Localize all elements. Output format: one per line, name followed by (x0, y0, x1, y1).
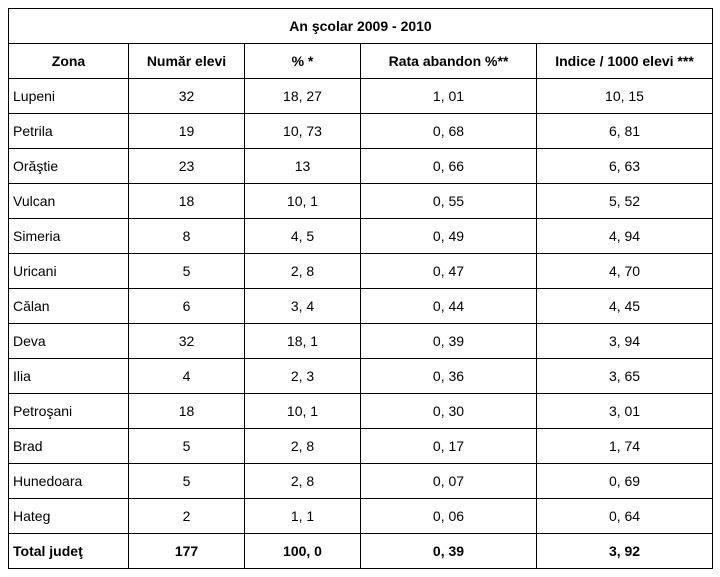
table-row: Călan63, 40, 444, 45 (9, 289, 713, 324)
cell-indice: 3, 65 (537, 359, 713, 394)
table-row: Orăştie23130, 666, 63 (9, 149, 713, 184)
cell-numar: 19 (129, 114, 245, 149)
cell-pct: 4, 5 (245, 219, 361, 254)
cell-indice: 0, 69 (537, 464, 713, 499)
cell-numar: 2 (129, 499, 245, 534)
cell-rata: 0, 17 (361, 429, 537, 464)
cell-indice: 3, 01 (537, 394, 713, 429)
cell-pct: 2, 8 (245, 464, 361, 499)
cell-rata: 0, 68 (361, 114, 537, 149)
cell-pct: 10, 73 (245, 114, 361, 149)
cell-pct: 13 (245, 149, 361, 184)
cell-numar: 32 (129, 79, 245, 114)
total-rata: 0, 39 (361, 534, 537, 569)
cell-indice: 0, 64 (537, 499, 713, 534)
table-row: Petrila1910, 730, 686, 81 (9, 114, 713, 149)
cell-pct: 2, 8 (245, 429, 361, 464)
cell-zona: Lupeni (9, 79, 129, 114)
cell-rata: 1, 01 (361, 79, 537, 114)
cell-rata: 0, 47 (361, 254, 537, 289)
table-row: Hunedoara52, 80, 070, 69 (9, 464, 713, 499)
cell-indice: 6, 63 (537, 149, 713, 184)
col-header-zona: Zona (9, 44, 129, 79)
cell-numar: 8 (129, 219, 245, 254)
cell-pct: 2, 3 (245, 359, 361, 394)
cell-indice: 1, 74 (537, 429, 713, 464)
table-row: Simeria84, 50, 494, 94 (9, 219, 713, 254)
school-year-table: An şcolar 2009 - 2010 Zona Număr elevi %… (8, 8, 713, 569)
cell-zona: Brad (9, 429, 129, 464)
cell-zona: Deva (9, 324, 129, 359)
table-row: Petroşani1810, 10, 303, 01 (9, 394, 713, 429)
cell-numar: 5 (129, 429, 245, 464)
cell-indice: 4, 70 (537, 254, 713, 289)
cell-rata: 0, 49 (361, 219, 537, 254)
cell-zona: Vulcan (9, 184, 129, 219)
cell-numar: 4 (129, 359, 245, 394)
cell-zona: Petroşani (9, 394, 129, 429)
table-row: Lupeni3218, 271, 0110, 15 (9, 79, 713, 114)
cell-pct: 10, 1 (245, 184, 361, 219)
cell-indice: 3, 94 (537, 324, 713, 359)
cell-pct: 1, 1 (245, 499, 361, 534)
cell-numar: 18 (129, 184, 245, 219)
cell-indice: 4, 45 (537, 289, 713, 324)
cell-pct: 3, 4 (245, 289, 361, 324)
cell-pct: 18, 1 (245, 324, 361, 359)
cell-numar: 32 (129, 324, 245, 359)
table-total-row: Total judeţ177100, 00, 393, 92 (9, 534, 713, 569)
cell-numar: 5 (129, 464, 245, 499)
table-row: Ilia42, 30, 363, 65 (9, 359, 713, 394)
cell-zona: Orăştie (9, 149, 129, 184)
cell-numar: 5 (129, 254, 245, 289)
cell-zona: Petrila (9, 114, 129, 149)
table-row: Brad52, 80, 171, 74 (9, 429, 713, 464)
cell-rata: 0, 39 (361, 324, 537, 359)
col-header-rata: Rata abandon %** (361, 44, 537, 79)
table-row: Vulcan1810, 10, 555, 52 (9, 184, 713, 219)
col-header-pct: % * (245, 44, 361, 79)
cell-indice: 4, 94 (537, 219, 713, 254)
cell-numar: 6 (129, 289, 245, 324)
cell-zona: Ilia (9, 359, 129, 394)
cell-indice: 5, 52 (537, 184, 713, 219)
table-row: Uricani52, 80, 474, 70 (9, 254, 713, 289)
cell-numar: 18 (129, 394, 245, 429)
cell-rata: 0, 30 (361, 394, 537, 429)
table-row: Hateg21, 10, 060, 64 (9, 499, 713, 534)
col-header-numar: Număr elevi (129, 44, 245, 79)
cell-pct: 10, 1 (245, 394, 361, 429)
cell-rata: 0, 06 (361, 499, 537, 534)
total-zona: Total judeţ (9, 534, 129, 569)
cell-rata: 0, 55 (361, 184, 537, 219)
total-pct: 100, 0 (245, 534, 361, 569)
cell-indice: 6, 81 (537, 114, 713, 149)
cell-pct: 2, 8 (245, 254, 361, 289)
table-title: An şcolar 2009 - 2010 (9, 9, 713, 44)
cell-zona: Hateg (9, 499, 129, 534)
cell-indice: 10, 15 (537, 79, 713, 114)
total-numar: 177 (129, 534, 245, 569)
cell-zona: Hunedoara (9, 464, 129, 499)
cell-zona: Uricani (9, 254, 129, 289)
cell-numar: 23 (129, 149, 245, 184)
total-indice: 3, 92 (537, 534, 713, 569)
cell-zona: Călan (9, 289, 129, 324)
cell-rata: 0, 66 (361, 149, 537, 184)
table-header-row: Zona Număr elevi % * Rata abandon %** In… (9, 44, 713, 79)
cell-zona: Simeria (9, 219, 129, 254)
table-row: Deva3218, 10, 393, 94 (9, 324, 713, 359)
cell-rata: 0, 44 (361, 289, 537, 324)
col-header-indice: Indice / 1000 elevi *** (537, 44, 713, 79)
cell-rata: 0, 36 (361, 359, 537, 394)
cell-rata: 0, 07 (361, 464, 537, 499)
cell-pct: 18, 27 (245, 79, 361, 114)
table-title-row: An şcolar 2009 - 2010 (9, 9, 713, 44)
